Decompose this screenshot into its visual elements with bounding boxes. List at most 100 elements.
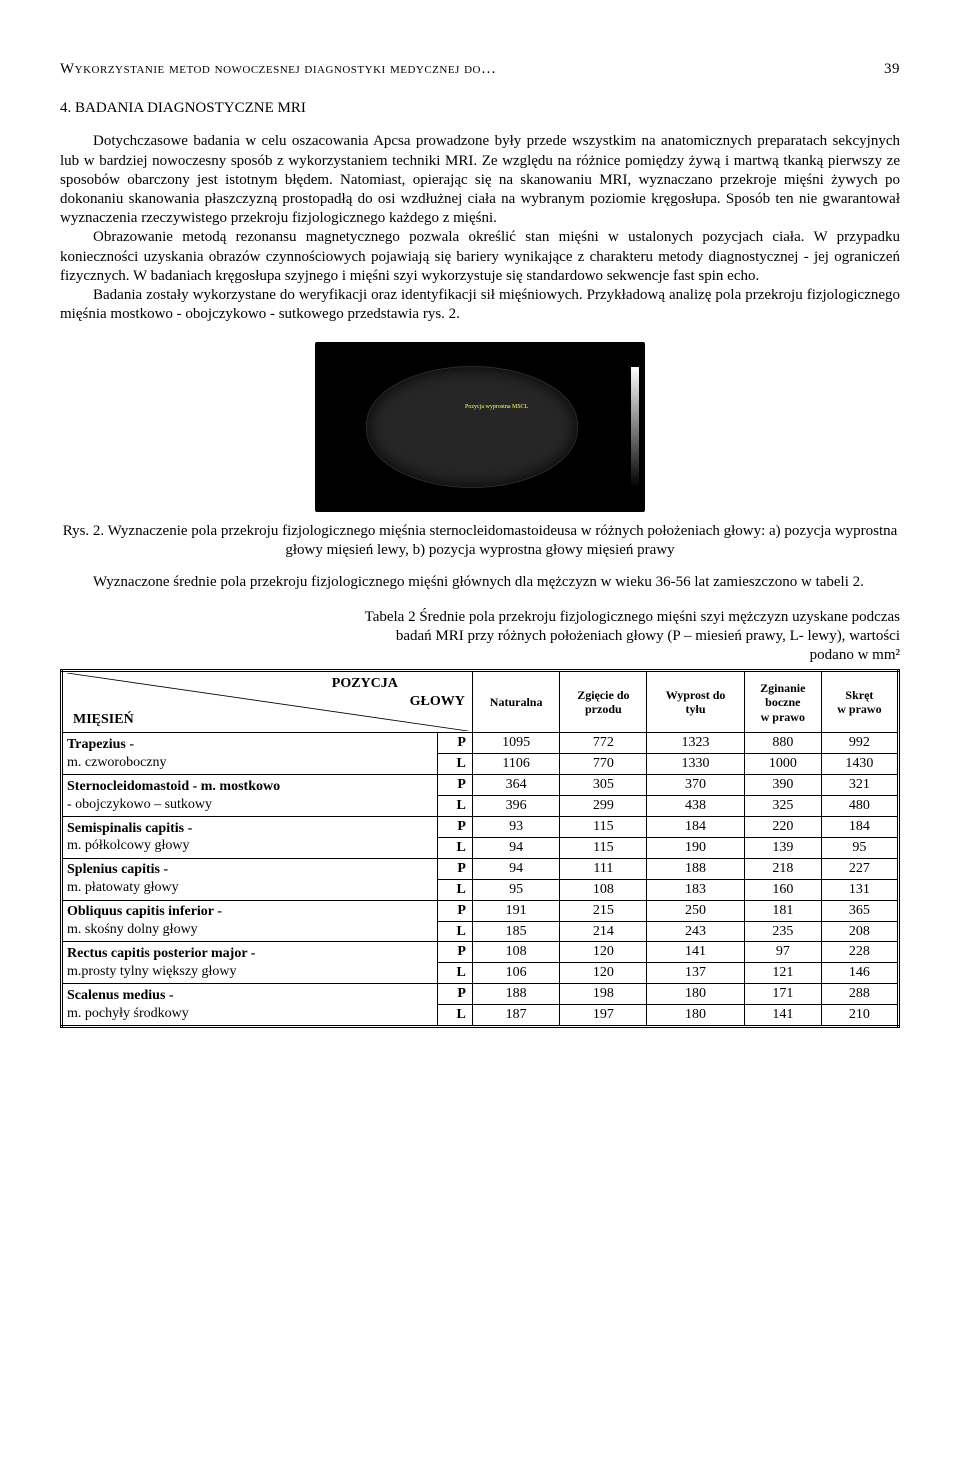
value-cell: 121: [744, 963, 821, 984]
value-cell: 1106: [472, 754, 559, 775]
muscle-polish: m. skośny dolny głowy: [67, 922, 198, 937]
mri-overlay-label: Pozycja wyprostna MSCL: [465, 404, 528, 412]
value-cell: 365: [821, 900, 898, 921]
value-cell: 160: [744, 879, 821, 900]
muscle-name-cell: Semispinalis capitis -m. półkolcowy głow…: [62, 817, 438, 859]
value-cell: 108: [560, 879, 647, 900]
table-header-row: POZYCJA GŁOWY MIĘSIEŃ Naturalna Zgięcie …: [62, 671, 899, 733]
side-L: L: [437, 879, 472, 900]
value-cell: 95: [472, 879, 559, 900]
col-zginanie: Zginanie boczne w prawo: [744, 671, 821, 733]
muscle-polish: m. pochyły środkowy: [67, 1006, 189, 1021]
value-cell: 250: [647, 900, 744, 921]
table-row: Obliquus capitis inferior -m. skośny dol…: [62, 900, 899, 921]
diag-right: GŁOWY: [410, 693, 465, 711]
value-cell: 120: [560, 942, 647, 963]
value-cell: 364: [472, 775, 559, 796]
value-cell: 321: [821, 775, 898, 796]
value-cell: 93: [472, 817, 559, 838]
side-P: P: [437, 817, 472, 838]
value-cell: 97: [744, 942, 821, 963]
mri-intensity-bar: [631, 367, 639, 487]
value-cell: 992: [821, 733, 898, 754]
side-P: P: [437, 900, 472, 921]
muscle-polish: m. czworoboczny: [67, 755, 167, 770]
side-P: P: [437, 733, 472, 754]
value-cell: 288: [821, 984, 898, 1005]
table-row: Splenius capitis -m. płatowaty głowyP941…: [62, 858, 899, 879]
value-cell: 215: [560, 900, 647, 921]
value-cell: 210: [821, 1005, 898, 1027]
value-cell: 227: [821, 858, 898, 879]
muscle-latin: Obliquus capitis inferior -: [67, 904, 222, 919]
running-title: Wykorzystanie metod nowoczesnej diagnost…: [60, 60, 496, 79]
muscle-polish: - obojczykowo – sutkowy: [67, 797, 212, 812]
value-cell: 191: [472, 900, 559, 921]
value-cell: 305: [560, 775, 647, 796]
value-cell: 218: [744, 858, 821, 879]
value-cell: 139: [744, 837, 821, 858]
paragraph-2: Obrazowanie metodą rezonansu magnetyczne…: [60, 228, 900, 286]
col-wyprost: Wyprost do tyłu: [647, 671, 744, 733]
value-cell: 772: [560, 733, 647, 754]
table-caption-line3: podano w mm²: [810, 647, 900, 663]
value-cell: 214: [560, 921, 647, 942]
table-caption-line1: Tabela 2 Średnie pola przekroju fizjolog…: [365, 609, 900, 625]
mri-image-placeholder: Pozycja wyprostna MSCL: [315, 342, 645, 512]
value-cell: 770: [560, 754, 647, 775]
muscle-name-cell: Scalenus medius - m. pochyły środkowy: [62, 984, 438, 1027]
value-cell: 1095: [472, 733, 559, 754]
value-cell: 120: [560, 963, 647, 984]
muscle-latin: Scalenus medius -: [67, 988, 174, 1003]
value-cell: 197: [560, 1005, 647, 1027]
side-L: L: [437, 796, 472, 817]
value-cell: 480: [821, 796, 898, 817]
value-cell: 228: [821, 942, 898, 963]
section-heading: 4. BADANIA DIAGNOSTYCZNE MRI: [60, 99, 900, 118]
table-row: Trapezius -m. czworobocznyP1095772132388…: [62, 733, 899, 754]
value-cell: 325: [744, 796, 821, 817]
value-cell: 137: [647, 963, 744, 984]
mri-scan-shape: [367, 367, 577, 487]
value-cell: 208: [821, 921, 898, 942]
running-header: Wykorzystanie metod nowoczesnej diagnost…: [60, 60, 900, 79]
value-cell: 183: [647, 879, 744, 900]
col5b: w prawo: [837, 702, 881, 716]
value-cell: 94: [472, 858, 559, 879]
table-body: Trapezius -m. czworobocznyP1095772132388…: [62, 733, 899, 1027]
muscle-name-cell: Splenius capitis -m. płatowaty głowy: [62, 858, 438, 900]
col-skret: Skręt w prawo: [821, 671, 898, 733]
value-cell: 181: [744, 900, 821, 921]
value-cell: 187: [472, 1005, 559, 1027]
value-cell: 141: [744, 1005, 821, 1027]
value-cell: 188: [472, 984, 559, 1005]
value-cell: 106: [472, 963, 559, 984]
diag-bottom: MIĘSIEŃ: [73, 711, 134, 729]
paragraph-4: Wyznaczone średnie pola przekroju fizjol…: [60, 573, 900, 592]
side-P: P: [437, 858, 472, 879]
paragraph-3: Badania zostały wykorzystane do weryfika…: [60, 286, 900, 324]
muscle-name-cell: Rectus capitis posterior major -m.prosty…: [62, 942, 438, 984]
side-L: L: [437, 837, 472, 858]
col3a: Wyprost do: [666, 688, 726, 702]
figure-2: Pozycja wyprostna MSCL Rys. 2. Wyznaczen…: [60, 342, 900, 560]
value-cell: 1323: [647, 733, 744, 754]
muscle-latin: Sternocleidomastoid - m. mostkowo: [67, 779, 280, 794]
side-L: L: [437, 754, 472, 775]
value-cell: 299: [560, 796, 647, 817]
value-cell: 198: [560, 984, 647, 1005]
col3b: tyłu: [686, 702, 706, 716]
value-cell: 1330: [647, 754, 744, 775]
value-cell: 95: [821, 837, 898, 858]
side-P: P: [437, 984, 472, 1005]
value-cell: 370: [647, 775, 744, 796]
value-cell: 243: [647, 921, 744, 942]
value-cell: 438: [647, 796, 744, 817]
section-number: 4.: [60, 100, 71, 116]
value-cell: 188: [647, 858, 744, 879]
value-cell: 111: [560, 858, 647, 879]
col-zgiecie: Zgięcie do przodu: [560, 671, 647, 733]
value-cell: 390: [744, 775, 821, 796]
muscle-polish: m. półkolcowy głowy: [67, 838, 190, 853]
side-P: P: [437, 775, 472, 796]
